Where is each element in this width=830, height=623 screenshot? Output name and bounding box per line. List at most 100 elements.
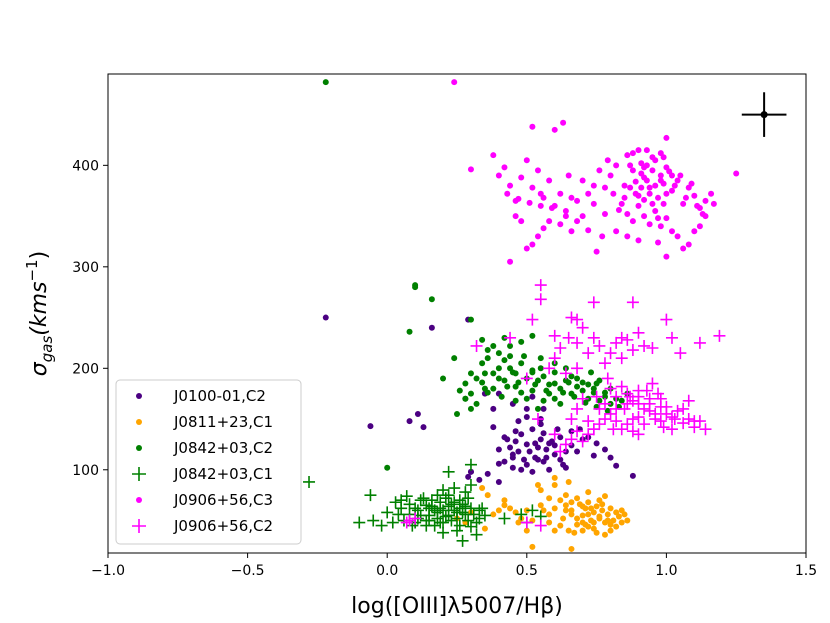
data-point bbox=[643, 147, 650, 154]
data-point bbox=[607, 527, 614, 534]
data-point bbox=[574, 375, 581, 382]
data-point bbox=[621, 194, 628, 201]
data-point bbox=[565, 311, 578, 324]
data-point bbox=[574, 521, 581, 528]
data-point bbox=[601, 211, 608, 218]
data-point bbox=[523, 441, 530, 448]
data-point bbox=[643, 404, 656, 417]
data-point bbox=[507, 365, 514, 372]
data-point bbox=[615, 206, 622, 213]
data-point bbox=[557, 497, 564, 504]
data-point bbox=[677, 402, 690, 415]
data-point bbox=[507, 182, 514, 189]
data-point bbox=[582, 428, 595, 441]
data-point bbox=[420, 424, 427, 431]
x-tick-label: −0.5 bbox=[231, 563, 265, 579]
data-point bbox=[537, 502, 544, 509]
data-point bbox=[554, 342, 567, 355]
data-point bbox=[543, 454, 550, 461]
data-point bbox=[652, 387, 665, 400]
data-point bbox=[571, 313, 584, 326]
data-point bbox=[579, 177, 586, 184]
data-point bbox=[551, 395, 558, 402]
data-point bbox=[518, 431, 525, 438]
data-point bbox=[507, 342, 514, 349]
data-point bbox=[529, 241, 536, 248]
x-axis-label: log([OIII]λ5007/Hβ) bbox=[351, 594, 563, 619]
data-point bbox=[598, 413, 611, 426]
data-point bbox=[590, 390, 603, 403]
x-tick-label: 1.0 bbox=[655, 563, 677, 579]
data-point bbox=[442, 465, 455, 478]
data-point bbox=[593, 440, 600, 447]
data-point bbox=[470, 528, 483, 541]
data-point bbox=[663, 190, 670, 197]
data-point bbox=[551, 451, 558, 458]
data-point bbox=[507, 258, 514, 265]
data-point bbox=[654, 415, 667, 428]
data-point bbox=[638, 402, 651, 415]
data-point bbox=[479, 336, 486, 343]
data-point bbox=[467, 166, 474, 173]
data-point bbox=[546, 511, 553, 518]
data-point bbox=[657, 421, 670, 434]
data-point bbox=[610, 336, 623, 349]
data-point bbox=[557, 221, 564, 228]
data-point bbox=[613, 462, 620, 469]
data-point bbox=[523, 405, 530, 412]
data-point bbox=[490, 370, 497, 377]
data-point bbox=[585, 381, 592, 388]
data-point bbox=[501, 458, 508, 465]
data-point bbox=[367, 514, 380, 527]
data-point bbox=[641, 164, 648, 171]
data-point bbox=[702, 197, 709, 204]
data-point bbox=[526, 313, 539, 326]
data-point bbox=[626, 413, 639, 426]
data-point bbox=[428, 296, 435, 303]
data-point bbox=[621, 182, 628, 189]
data-point bbox=[682, 394, 695, 407]
data-point bbox=[613, 523, 620, 530]
data-point bbox=[652, 182, 659, 189]
data-point bbox=[529, 543, 536, 550]
data-point bbox=[540, 405, 547, 412]
data-point bbox=[565, 413, 578, 426]
data-point bbox=[571, 425, 584, 438]
data-point bbox=[649, 154, 656, 161]
data-point bbox=[668, 187, 675, 194]
legend-marker bbox=[136, 497, 142, 503]
data-point bbox=[548, 204, 555, 211]
data-point bbox=[520, 372, 533, 385]
data-point bbox=[423, 509, 436, 522]
data-point bbox=[537, 487, 544, 494]
data-point bbox=[526, 448, 533, 455]
data-point bbox=[546, 177, 553, 184]
data-point bbox=[515, 379, 522, 386]
data-point bbox=[601, 389, 608, 396]
data-point bbox=[529, 468, 536, 475]
data-point bbox=[395, 494, 408, 507]
data-point bbox=[451, 355, 458, 362]
data-point bbox=[596, 167, 603, 174]
data-point bbox=[599, 501, 606, 508]
data-point bbox=[629, 150, 636, 157]
data-point bbox=[655, 194, 662, 201]
data-point bbox=[680, 200, 687, 207]
data-point bbox=[613, 162, 620, 169]
data-point bbox=[518, 466, 525, 473]
data-point bbox=[596, 377, 603, 384]
data-point bbox=[649, 200, 656, 207]
data-point bbox=[515, 448, 522, 455]
data-point bbox=[548, 352, 561, 365]
data-point bbox=[615, 352, 628, 365]
data-point bbox=[604, 347, 617, 360]
data-point bbox=[481, 525, 488, 532]
data-point bbox=[476, 502, 489, 515]
data-point bbox=[660, 200, 667, 207]
legend-marker bbox=[136, 419, 142, 425]
data-point bbox=[509, 454, 516, 461]
data-point bbox=[490, 385, 497, 392]
data-point bbox=[428, 324, 435, 331]
data-point bbox=[409, 502, 422, 515]
data-point bbox=[529, 332, 536, 339]
